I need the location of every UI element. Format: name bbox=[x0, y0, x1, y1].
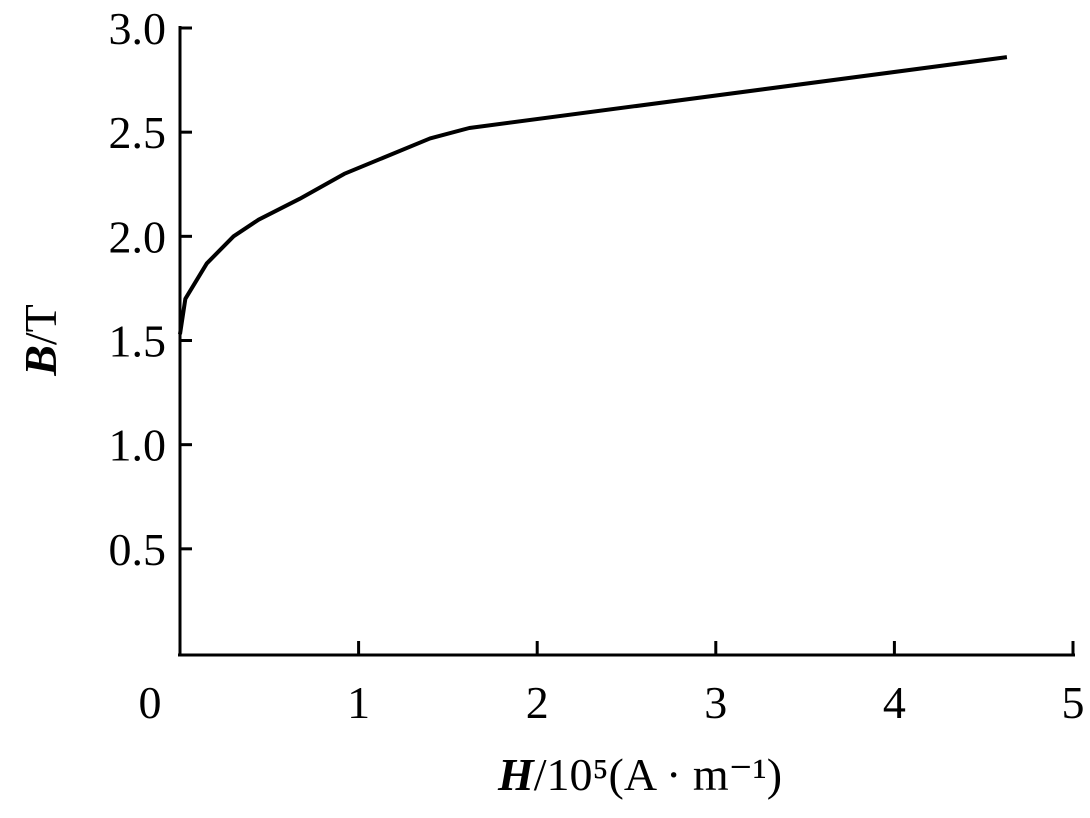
x-tick-label: 1 bbox=[347, 677, 370, 728]
y-label-symbol: B bbox=[15, 345, 66, 377]
x-tick-label: 4 bbox=[883, 677, 906, 728]
x-label-symbol: H bbox=[497, 749, 535, 800]
x-tick-label: 0 bbox=[139, 677, 162, 728]
y-label-unit: /T bbox=[15, 304, 66, 345]
y-tick-label: 0.5 bbox=[109, 524, 167, 575]
y-tick-label: 1.0 bbox=[109, 420, 167, 471]
x-tick-label: 5 bbox=[1062, 677, 1085, 728]
y-tick-label: 1.5 bbox=[109, 316, 167, 367]
y-tick-label: 2.0 bbox=[109, 211, 167, 262]
x-axis-label: H/10⁵(A · m⁻¹) bbox=[497, 749, 782, 800]
data-line bbox=[178, 55, 1008, 335]
x-tick-label: 3 bbox=[704, 677, 727, 728]
y-tick-label: 2.5 bbox=[109, 107, 167, 158]
y-tick-label: 3.0 bbox=[109, 3, 167, 54]
y-axis-label: B/T bbox=[15, 304, 66, 377]
x-tick-label: 2 bbox=[526, 677, 549, 728]
x-label-unit: /10⁵(A · m⁻¹) bbox=[534, 749, 782, 800]
